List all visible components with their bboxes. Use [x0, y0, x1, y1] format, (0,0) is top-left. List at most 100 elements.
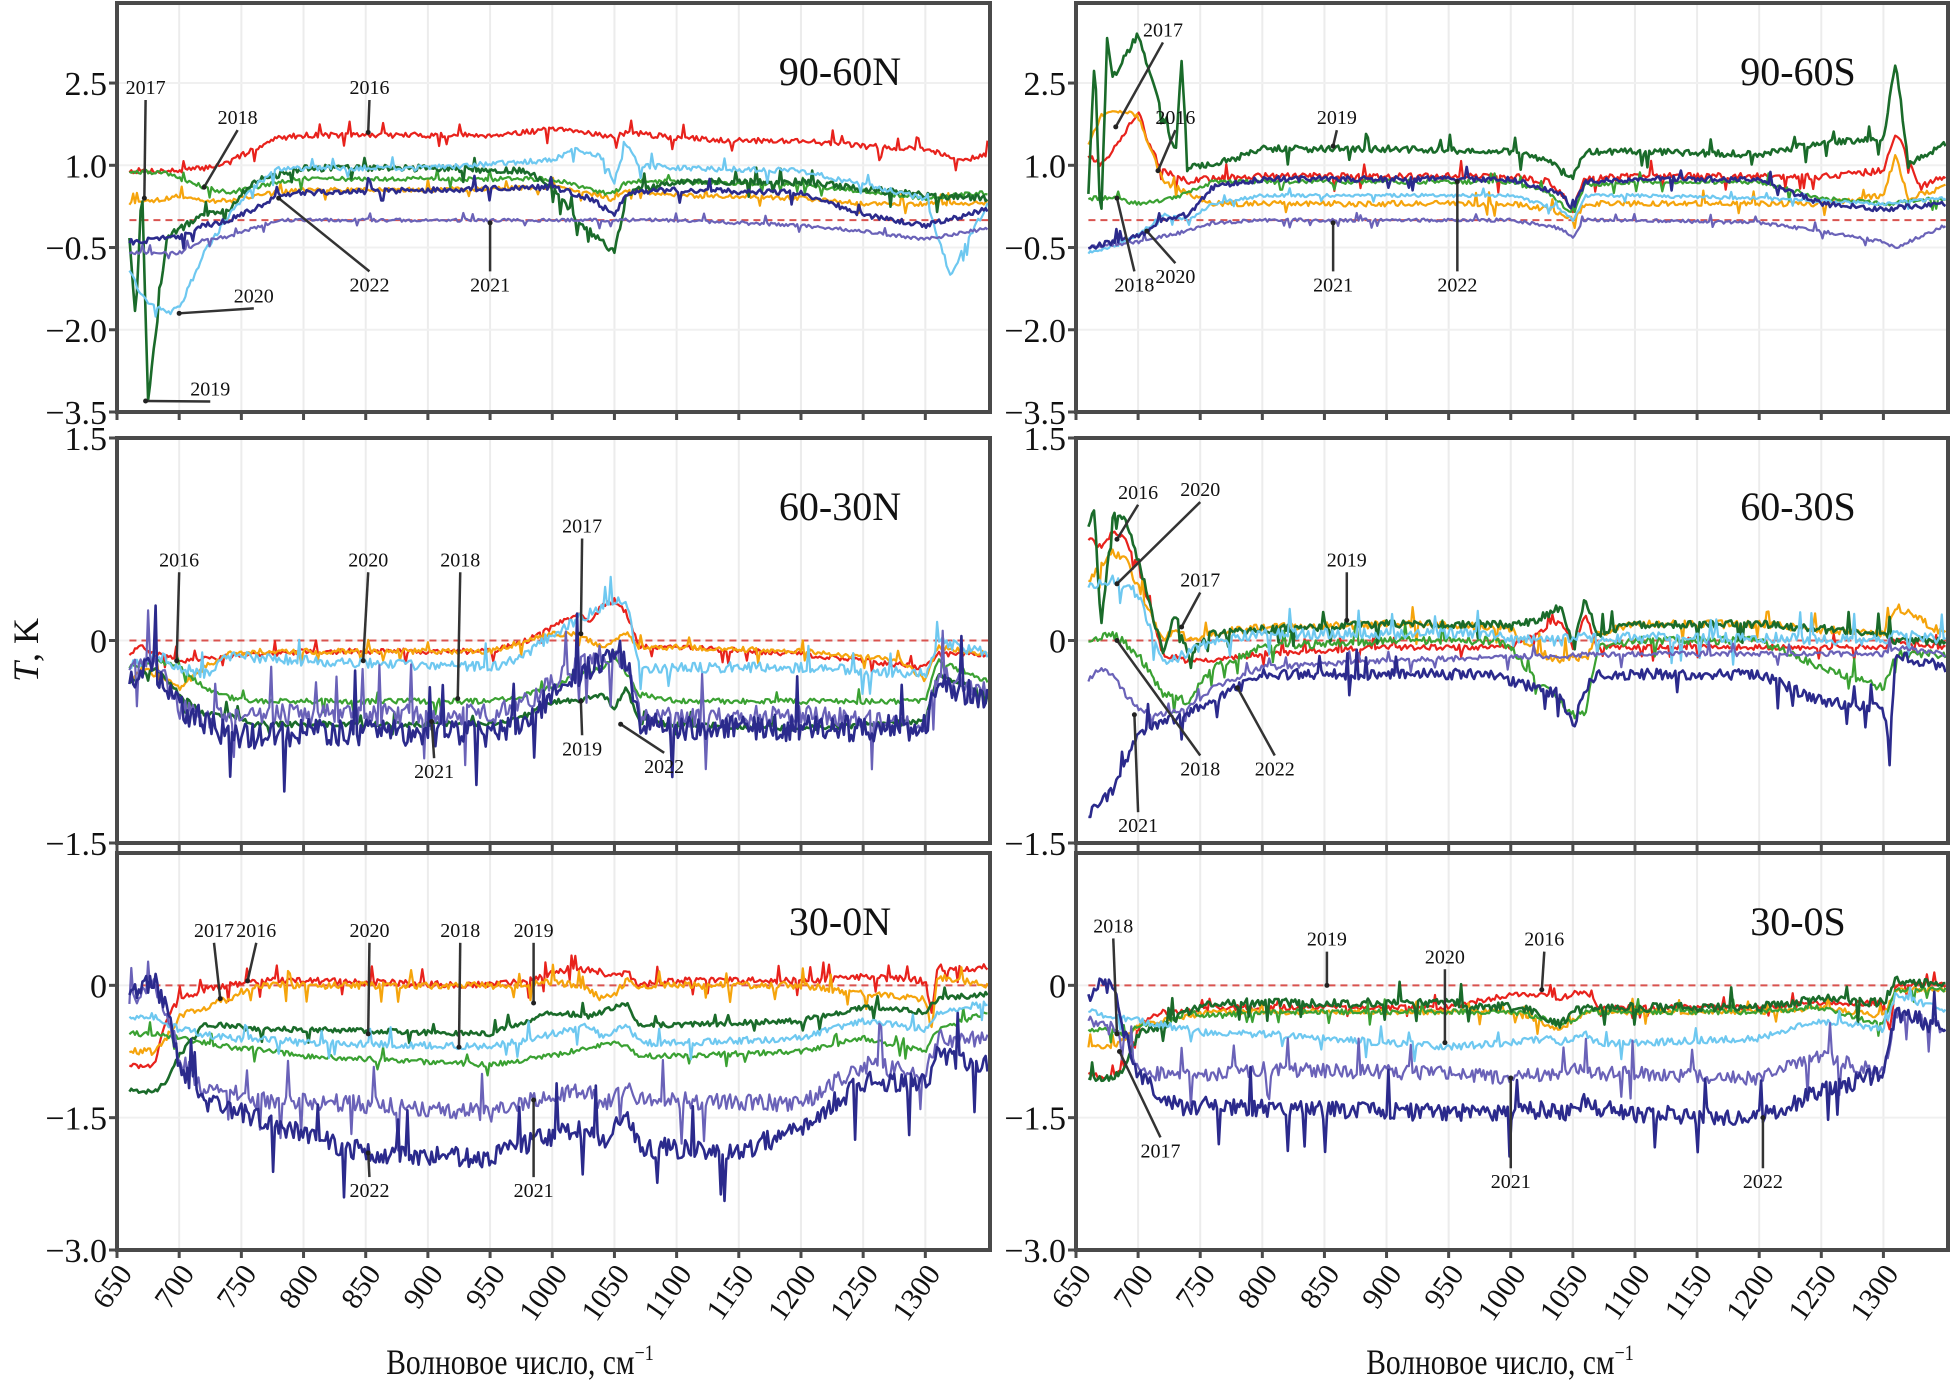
x-axis-title-right-sup: −1 [1615, 1341, 1634, 1365]
x-tick-label: 750 [210, 1259, 263, 1315]
series-line-2021 [128, 211, 989, 260]
annotation-label-2018: 2018 [1114, 274, 1154, 296]
annotation-arrowhead [578, 698, 584, 704]
annotation-label-2022: 2022 [349, 274, 389, 296]
annotation-label-2022: 2022 [1437, 274, 1477, 296]
annotation-arrowhead [245, 978, 251, 984]
annotation-arrowhead [1539, 987, 1545, 993]
x-tick-label: 1250 [824, 1259, 885, 1327]
annotation-leader [1180, 591, 1202, 628]
annotation-arrowhead [1330, 143, 1336, 149]
series-line-2019 [1087, 975, 1946, 1083]
annotation-label-2017: 2017 [194, 920, 234, 942]
annotation-label-2018: 2018 [1093, 915, 1133, 937]
annotation-label-2021: 2021 [1313, 274, 1353, 296]
plot-area [1076, 3, 1948, 412]
annotation-leader [1133, 714, 1140, 813]
annotation-arrowhead [1442, 1040, 1448, 1046]
series-group [1087, 509, 1947, 819]
annotation-leader [366, 99, 371, 133]
annotation-label-2017: 2017 [1143, 19, 1183, 41]
series-line-2019 [1087, 509, 1947, 670]
annotation-leader [579, 701, 584, 736]
x-tick-label: 800 [273, 1259, 326, 1315]
annotation-label-2022: 2022 [644, 756, 684, 778]
series-line-2021 [128, 960, 989, 1152]
annotation-label-2020: 2020 [1425, 946, 1465, 968]
annotation-label-2022: 2022 [349, 1180, 389, 1202]
annotation-arrowhead [455, 696, 461, 702]
annotation-leader [175, 572, 181, 661]
series-line-2020 [128, 575, 989, 696]
series-line-2022 [1088, 648, 1947, 819]
annotation-arrowhead [1454, 179, 1460, 185]
annotation-label-2017: 2017 [1180, 570, 1220, 592]
x-tick-label: 1050 [575, 1259, 636, 1327]
annotation-label-2016: 2016 [1118, 482, 1158, 504]
panel-60-30N: 1.5 0 −1.5 60-30N 2016 2020 2018 2017 2021 2019 20… [45, 421, 992, 863]
panel-90-60S: 2.5 1.0 −0.5 −2.0 −3.5 90-60S 2017 2016 2019 2018… [1004, 1, 1950, 432]
annotation-label-2018: 2018 [440, 920, 480, 942]
series-group [128, 575, 989, 793]
annotation-leader [1115, 639, 1202, 757]
annotation-label-2021: 2021 [514, 1180, 554, 1202]
annotation-leader [202, 129, 239, 188]
series-line-2016 [1087, 111, 1947, 214]
annotation-label-2021: 2021 [1491, 1171, 1531, 1193]
x-axis-title-left-sup: −1 [635, 1341, 654, 1365]
y-tick-label: 1.5 [65, 421, 108, 458]
annotation-label-2016: 2016 [159, 549, 199, 571]
plot-area [1076, 853, 1948, 1250]
annotation-leader [1112, 938, 1119, 1034]
annotation-arrowhead [1760, 1115, 1766, 1121]
series-line-2020 [1087, 574, 1947, 666]
x-tick-label: 1200 [1720, 1259, 1781, 1327]
series-line-2017 [128, 630, 988, 692]
annotation-label-2021: 2021 [414, 761, 454, 783]
annotation-leader [430, 721, 436, 759]
series-line-2016 [128, 954, 989, 1070]
annotation-label-2019: 2019 [562, 738, 602, 760]
annotation-label-2020: 2020 [348, 549, 388, 571]
annotation-arrowhead [276, 195, 282, 201]
x-tick-label: 1100 [638, 1259, 699, 1326]
annotation-leader [457, 942, 462, 1048]
x-tick-label: 1300 [886, 1259, 947, 1327]
x-axis-title-right-text: Волновое число, см [1366, 1343, 1615, 1382]
annotation-label-2020: 2020 [349, 920, 389, 942]
annotation-label-2018: 2018 [440, 549, 480, 571]
annotation-arrowhead [143, 398, 149, 404]
x-tick-label: 1100 [1596, 1259, 1657, 1326]
annotation-arrowhead [429, 719, 435, 724]
series-group [1087, 971, 1947, 1158]
annotation-arrowhead [217, 996, 223, 1002]
x-axis-title-right: Волновое число, см−1 [1366, 1341, 1634, 1382]
panel-title: 30-0S [1750, 899, 1846, 944]
x-tick-label: 1000 [1471, 1259, 1532, 1327]
annotation-arrowhead [201, 184, 207, 190]
y-tick-label: 2.5 [1024, 66, 1067, 103]
x-axis-title-left: Волновое число, см−1 [386, 1341, 654, 1382]
annotation-label-2018: 2018 [218, 107, 258, 129]
annotation-label-2018: 2018 [1180, 759, 1220, 781]
x-tick-label: 850 [335, 1259, 388, 1315]
annotation-arrowhead [1508, 1075, 1514, 1081]
y-tick-label: 1.0 [65, 148, 108, 185]
series-line-2022 [1087, 977, 1947, 1158]
panel-title: 90-60N [779, 49, 901, 94]
series-line-2022 [128, 174, 989, 250]
annotation-label-2021: 2021 [1118, 815, 1158, 837]
panel-title: 90-60S [1740, 49, 1856, 94]
y-tick-label: −3.0 [1004, 1233, 1066, 1270]
series-line-2016 [128, 119, 989, 175]
y-tick-label: −0.5 [45, 231, 107, 268]
y-tick-label: −0.5 [1004, 231, 1066, 268]
x-tick-label: 700 [148, 1259, 201, 1315]
annotation-label-2020: 2020 [1180, 479, 1220, 501]
annotation-leader [1540, 951, 1546, 990]
series-line-2021 [1088, 211, 1947, 250]
annotation-arrowhead [1114, 1031, 1120, 1037]
